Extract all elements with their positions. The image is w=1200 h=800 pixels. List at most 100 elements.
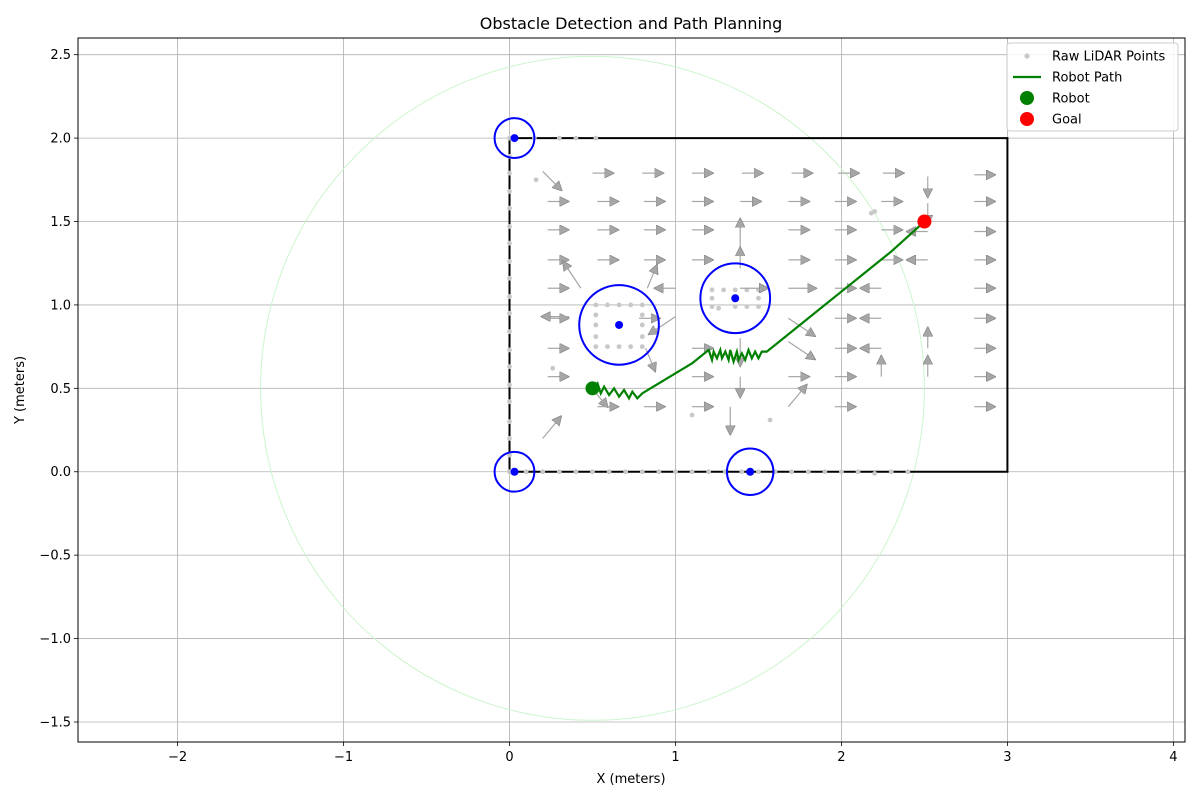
legend-swatch-dot xyxy=(1024,53,1030,59)
lidar-point xyxy=(628,302,634,308)
lidar-point xyxy=(593,135,599,141)
lidar-point xyxy=(888,469,894,475)
obstacle-center xyxy=(746,467,755,476)
lidar-point xyxy=(507,452,512,458)
lidar-point xyxy=(639,312,645,318)
lidar-point xyxy=(673,469,678,475)
chart-title: Obstacle Detection and Path Planning xyxy=(480,14,783,33)
robot-goal-layer xyxy=(585,214,932,396)
obstacle-circle xyxy=(725,447,775,496)
legend-swatch-dot xyxy=(1020,112,1034,126)
lidar-point xyxy=(639,469,645,475)
x-tick-label: 4 xyxy=(1169,750,1177,765)
lidar-point xyxy=(507,435,512,441)
lidar-point xyxy=(706,469,712,475)
lidar-point xyxy=(507,275,512,281)
y-tick-label: 2.5 xyxy=(50,48,71,63)
y-tick-label: 1.0 xyxy=(50,298,71,313)
force-arrow xyxy=(645,348,653,365)
legend: Raw LiDAR Points Robot Path Robot Goal xyxy=(1006,42,1179,132)
obstacle-center xyxy=(615,320,624,329)
lidar-point xyxy=(507,347,512,353)
lidar-point xyxy=(744,304,750,309)
force-arrow xyxy=(788,341,809,356)
force-arrow xyxy=(787,390,802,408)
lidar-point xyxy=(593,312,599,318)
lidar-point xyxy=(605,344,610,350)
lidar-point xyxy=(507,382,512,388)
legend-label: Goal xyxy=(1052,113,1082,128)
obstacle-circle xyxy=(493,117,536,160)
force-field-layer xyxy=(542,171,989,439)
lidar-point xyxy=(623,469,629,475)
lidar-point xyxy=(689,412,695,418)
lidar-point xyxy=(872,209,878,214)
lidar-point xyxy=(616,302,622,308)
y-axis-title: Y (meters) xyxy=(13,356,28,425)
lidar-point xyxy=(639,334,645,340)
y-axis: −1.5 −1.0 −0.5 0.0 0.5 1.0 1.5 2.0 2.5 xyxy=(39,48,78,730)
sensor-range-circle xyxy=(260,55,925,721)
lidar-point xyxy=(905,469,911,475)
lidar-point xyxy=(507,399,512,405)
lidar-point xyxy=(839,469,844,475)
lidar-point xyxy=(756,304,761,309)
lidar-point xyxy=(639,322,645,328)
lidar-point xyxy=(605,302,610,308)
y-tick-label: 0.0 xyxy=(50,465,71,480)
lidar-point xyxy=(656,469,662,475)
lidar-point xyxy=(805,469,811,475)
lidar-point xyxy=(716,305,722,311)
lidar-point xyxy=(639,302,645,308)
y-tick-label: −0.5 xyxy=(39,549,71,564)
lidar-point xyxy=(507,329,512,335)
lidar-point xyxy=(709,295,715,301)
force-arrow xyxy=(646,271,654,289)
lidar-point xyxy=(756,295,761,301)
lidar-point xyxy=(756,469,761,475)
lidar-point xyxy=(593,322,599,328)
lidar-point xyxy=(573,469,579,475)
obstacle-center xyxy=(731,294,740,303)
lidar-point xyxy=(523,469,529,475)
legend-label: Robot xyxy=(1052,92,1090,107)
x-axis: −2 −1 0 1 2 3 4 xyxy=(168,742,1178,765)
lidar-point xyxy=(533,177,539,183)
lidar-point xyxy=(689,469,695,475)
lidar-point xyxy=(593,344,599,350)
lidar-point xyxy=(507,170,512,176)
lidar-point xyxy=(507,364,512,370)
lidar-point xyxy=(593,334,599,340)
lidar-point xyxy=(732,304,738,309)
x-tick-label: −1 xyxy=(334,750,353,765)
obstacle-layer xyxy=(493,117,775,496)
lidar-point xyxy=(628,344,634,350)
x-tick-label: 3 xyxy=(1003,750,1011,765)
x-tick-label: −2 xyxy=(168,750,187,765)
lidar-point xyxy=(606,469,612,475)
legend-label: Raw LiDAR Points xyxy=(1052,50,1165,65)
lidar-point xyxy=(709,287,715,293)
x-tick-label: 2 xyxy=(837,750,845,765)
legend-label: Robot Path xyxy=(1052,71,1122,86)
lidar-point xyxy=(507,205,512,211)
lidar-point xyxy=(507,259,512,264)
force-arrow xyxy=(542,171,557,185)
plot-frame xyxy=(77,37,1186,743)
lidar-point xyxy=(556,469,562,475)
lidar-point xyxy=(822,469,828,475)
lidar-point xyxy=(616,344,622,350)
lidar-point xyxy=(507,240,512,246)
legend-swatch-dot xyxy=(1020,91,1034,105)
lidar-point xyxy=(767,417,773,423)
lidar-point xyxy=(573,135,579,141)
x-tick-label: 1 xyxy=(671,750,679,765)
x-axis-title: X (meters) xyxy=(596,772,665,787)
obstacle-circle xyxy=(493,450,536,493)
y-tick-label: 2.0 xyxy=(50,132,71,147)
lidar-point xyxy=(590,469,595,475)
lidar-point xyxy=(739,469,745,475)
obstacle-center xyxy=(510,134,519,143)
obstacle-circle xyxy=(578,284,660,366)
robot-marker xyxy=(585,381,600,396)
